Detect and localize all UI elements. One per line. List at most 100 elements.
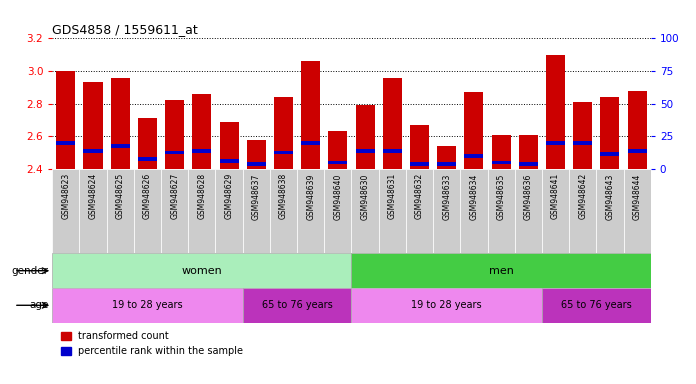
Bar [601,97,619,169]
Bar [487,169,515,253]
Bar [274,151,293,154]
Bar [515,169,542,253]
Bar [52,253,351,288]
Bar [406,169,433,253]
Bar [383,149,402,153]
Bar [329,131,347,169]
Legend: transformed count, percentile rank within the sample: transformed count, percentile rank withi… [57,328,247,360]
Text: GSM948643: GSM948643 [606,173,615,220]
Bar [546,55,565,169]
Bar [351,169,379,253]
Bar [519,135,538,169]
Bar [410,162,429,166]
Text: GSM948638: GSM948638 [279,173,288,219]
Bar [111,78,129,169]
Text: GSM948635: GSM948635 [497,173,505,220]
Bar [356,149,374,153]
Text: GDS4858 / 1559611_at: GDS4858 / 1559611_at [52,23,198,36]
Bar [596,169,624,253]
Bar [79,169,106,253]
Text: GSM948639: GSM948639 [306,173,315,220]
Text: gender: gender [12,266,49,276]
Bar [410,125,429,169]
Text: 65 to 76 years: 65 to 76 years [561,300,632,310]
Bar [437,146,456,169]
Text: GSM948630: GSM948630 [361,173,370,220]
Bar [134,169,161,253]
Text: women: women [182,266,222,276]
Bar [246,139,266,169]
Bar [324,169,351,253]
Text: GSM948628: GSM948628 [198,173,206,219]
Bar [84,149,102,153]
Text: GSM948637: GSM948637 [252,173,261,220]
Bar [138,157,157,161]
Bar [161,169,188,253]
Text: GSM948632: GSM948632 [415,173,424,219]
Text: GSM948624: GSM948624 [88,173,97,219]
Bar [464,92,484,169]
Bar [437,162,456,166]
Bar [379,169,406,253]
Text: GSM948625: GSM948625 [116,173,125,219]
Bar [56,141,75,145]
Bar [192,149,212,153]
Bar [274,97,293,169]
Bar [464,154,484,158]
Bar [628,149,647,153]
Bar [301,61,320,169]
Bar [542,288,651,323]
Bar [270,169,297,253]
Text: GSM948623: GSM948623 [61,173,70,219]
Bar [433,169,460,253]
Bar [491,135,511,169]
Bar [351,288,542,323]
Text: GSM948640: GSM948640 [333,173,342,220]
Bar [111,144,129,148]
Bar [216,169,243,253]
Bar [106,169,134,253]
Bar [546,141,565,145]
Bar [165,101,184,169]
Text: GSM948644: GSM948644 [633,173,642,220]
Bar [460,169,487,253]
Bar [297,169,324,253]
Bar [84,83,102,169]
Bar [601,152,619,156]
Text: GSM948642: GSM948642 [578,173,587,219]
Text: GSM948636: GSM948636 [524,173,533,220]
Text: 65 to 76 years: 65 to 76 years [262,300,333,310]
Bar [624,169,651,253]
Bar [165,151,184,154]
Bar [219,122,239,169]
Text: GSM948641: GSM948641 [551,173,560,219]
Bar [574,141,592,145]
Bar [329,161,347,164]
Bar [188,169,216,253]
Bar [628,91,647,169]
Bar [519,162,538,166]
Bar [243,169,270,253]
Bar [56,71,75,169]
Bar [138,118,157,169]
Bar [192,94,212,169]
Text: GSM948633: GSM948633 [442,173,451,220]
Bar [351,253,651,288]
Text: GSM948626: GSM948626 [143,173,152,219]
Bar [243,288,351,323]
Bar [383,78,402,169]
Bar [491,161,511,164]
Bar [542,169,569,253]
Text: 19 to 28 years: 19 to 28 years [411,300,482,310]
Bar [569,169,596,253]
Bar [246,162,266,166]
Text: men: men [489,266,514,276]
Text: GSM948631: GSM948631 [388,173,397,219]
Text: GSM948634: GSM948634 [469,173,478,220]
Bar [356,105,374,169]
Text: GSM948629: GSM948629 [225,173,234,219]
Text: 19 to 28 years: 19 to 28 years [112,300,183,310]
Bar [52,288,243,323]
Text: GSM948627: GSM948627 [170,173,179,219]
Bar [219,159,239,162]
